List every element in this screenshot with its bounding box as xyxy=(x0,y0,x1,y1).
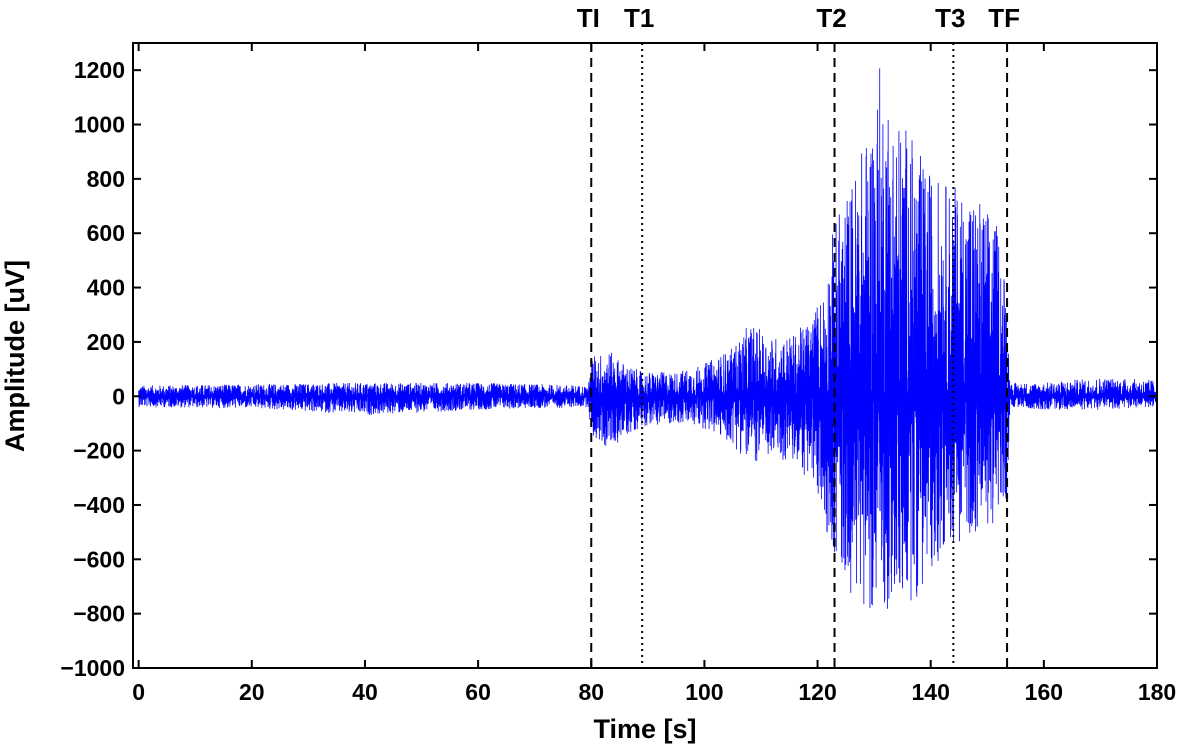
x-tick-label: 80 xyxy=(578,679,604,705)
x-tick-label: 160 xyxy=(1025,679,1063,705)
y-tick-label: 600 xyxy=(87,220,125,246)
signal-layer xyxy=(138,68,1158,609)
signal-trace xyxy=(138,68,1158,609)
x-tick-label: 0 xyxy=(132,679,145,705)
x-tick-label: 120 xyxy=(798,679,836,705)
y-tick-label: −400 xyxy=(73,492,125,518)
x-ticks: 0 20 40 60 80 100 120 140 160 180 xyxy=(132,43,1176,705)
x-axis-label: Time [s] xyxy=(593,714,696,744)
y-tick-label: −200 xyxy=(73,438,125,464)
y-tick-label: 800 xyxy=(87,166,125,192)
plot-frame xyxy=(132,42,1158,669)
y-tick-label: 200 xyxy=(87,329,125,355)
y-tick-label: −1000 xyxy=(60,655,125,681)
y-ticks: −1000 −800 −600 −400 −200 0 200 400 600 800 1000 12… xyxy=(60,57,1157,681)
y-tick-label: 1200 xyxy=(74,57,125,83)
y-axis-label: Amplitude [uV] xyxy=(0,260,30,452)
x-tick-label: 180 xyxy=(1138,679,1176,705)
y-tick-label: −600 xyxy=(73,546,125,572)
x-tick-label: 40 xyxy=(352,679,378,705)
marker-label-tf: TF xyxy=(988,3,1020,33)
marker-layer: TI T1 T2 T3 TF xyxy=(577,3,1020,668)
y-tick-label: 1000 xyxy=(74,112,125,138)
marker-label-t2: T2 xyxy=(816,3,846,33)
marker-label-ti: TI xyxy=(577,3,600,33)
y-tick-label: 400 xyxy=(87,275,125,301)
y-tick-label: 0 xyxy=(112,383,125,409)
marker-label-t1: T1 xyxy=(624,3,654,33)
x-tick-label: 60 xyxy=(465,679,491,705)
x-tick-label: 20 xyxy=(239,679,265,705)
marker-label-t3: T3 xyxy=(935,3,965,33)
x-tick-label: 100 xyxy=(685,679,723,705)
y-tick-label: −800 xyxy=(73,601,125,627)
x-tick-label: 140 xyxy=(912,679,950,705)
